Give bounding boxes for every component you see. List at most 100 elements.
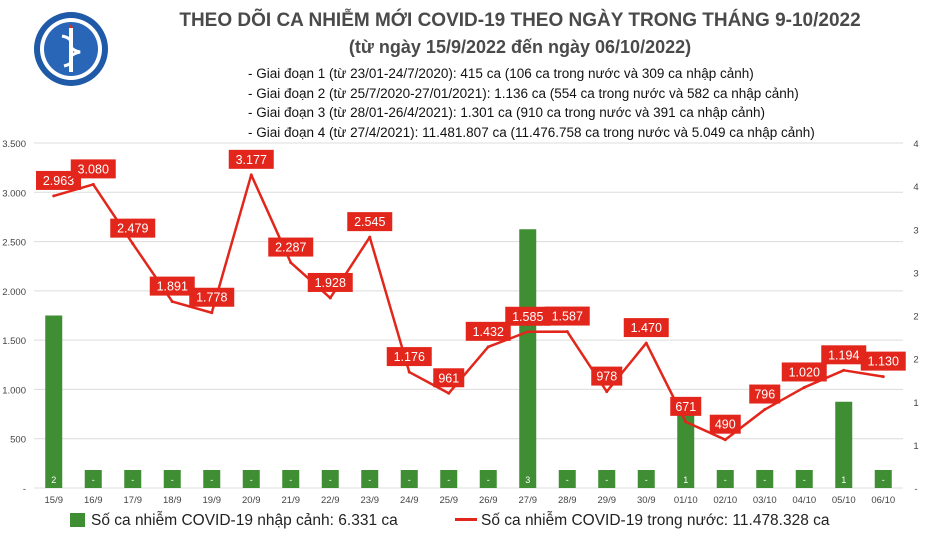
line-label-box: [821, 345, 867, 365]
line-label-box: [228, 149, 274, 169]
legend-line-swatch: [455, 518, 477, 521]
line-point: [170, 300, 174, 304]
line-data-label: 1.130: [868, 355, 899, 369]
line-data-label: 1.432: [473, 325, 504, 339]
bar-data-label: 1: [683, 475, 688, 485]
phase-note: - Giai đoạn 1 (từ 23/01-24/7/2020): 415 …: [248, 66, 754, 81]
x-tick-label: 24/9: [400, 495, 419, 506]
x-tick-label: 25/9: [440, 495, 459, 506]
bar-data-label: -: [882, 475, 885, 485]
line-label-box: [505, 306, 551, 326]
line-label-box: [307, 272, 353, 292]
line-data-label: 1.585: [512, 310, 543, 324]
x-tick-label: 18/9: [163, 495, 182, 506]
line-label-box: [465, 321, 511, 341]
y-right-tick-label: 1: [913, 398, 918, 409]
x-tick-label: 30/9: [637, 495, 656, 506]
line-point: [249, 173, 253, 177]
line-label-box: [623, 318, 669, 338]
bar-data-label: -: [487, 475, 490, 485]
bar-data-label: -: [131, 475, 134, 485]
bar-zero-marker: [598, 470, 616, 488]
bar-zero-marker: [203, 470, 221, 488]
x-tick-label: 28/9: [558, 495, 577, 506]
bar: [519, 229, 537, 488]
bar-zero-marker: [84, 470, 102, 488]
line-point: [881, 375, 885, 379]
x-tick-label: 04/10: [792, 495, 816, 506]
line-series: [53, 173, 884, 441]
y-right-tick-label: 1: [913, 441, 918, 452]
x-tick-label: 20/9: [242, 495, 261, 506]
line-label-box: [386, 347, 432, 367]
line-label-box: [347, 212, 393, 232]
line-point: [52, 194, 56, 198]
y-left-tick-label: 500: [10, 435, 26, 446]
x-tick-label: 27/9: [519, 495, 538, 506]
x-tick-label: 06/10: [871, 495, 895, 506]
legend-bar-label: Số ca nhiễm COVID-19 nhập cảnh: 6.331 ca: [91, 512, 398, 529]
bar-data-label: -: [368, 475, 371, 485]
line-label-box: [189, 287, 235, 307]
y-left-tick-label: 2.000: [2, 287, 26, 298]
phase-notes: - Giai đoạn 1 (từ 23/01-24/7/2020): 415 …: [248, 64, 815, 142]
line-point: [723, 438, 727, 442]
line-point: [486, 345, 490, 349]
chart-subtitle: (từ ngày 15/9/2022 đến ngày 06/10/2022): [348, 37, 692, 57]
line-data-label: 978: [596, 370, 617, 384]
line-data-label: 796: [754, 388, 775, 402]
y-right-tick-label: 4: [913, 139, 918, 150]
line-label-box: [110, 218, 156, 238]
bar-data-label: -: [724, 475, 727, 485]
line-label-box: [433, 368, 465, 388]
legend-bar-entry: Số ca nhiễm COVID-19 nhập cảnh: 6.331 ca: [70, 512, 398, 530]
bar-zero-marker: [163, 470, 181, 488]
bar-data-label: 1: [841, 475, 846, 485]
bar-data-label: -: [605, 475, 608, 485]
bar-zero-marker: [558, 470, 576, 488]
line-label-box: [268, 237, 314, 257]
bar-data-label: -: [408, 475, 411, 485]
x-tick-label: 15/9: [45, 495, 64, 506]
line-label-box: [709, 414, 741, 434]
line-data-label: 1.587: [552, 310, 583, 324]
line-point: [91, 182, 95, 186]
line-point: [407, 370, 411, 374]
line-data-label: 961: [438, 371, 459, 385]
y-left-tick-label: 3.000: [2, 188, 26, 199]
x-tick-label: 01/10: [674, 495, 698, 506]
bar-data-label: -: [171, 475, 174, 485]
phase-note: - Giai đoạn 4 (từ 27/4/2021): 11.481.807…: [248, 124, 815, 140]
line-data-label: 2.479: [117, 222, 148, 236]
bar-data-label: -: [92, 475, 95, 485]
phase-note: - Giai đoạn 3 (từ 28/01-26/4/2021): 1.30…: [248, 105, 766, 120]
line-point: [368, 235, 372, 239]
bar-zero-marker: [479, 470, 497, 488]
bar-data-label: -: [329, 475, 332, 485]
bar-zero-marker: [795, 470, 813, 488]
legend-line-entry: Số ca nhiễm COVID-19 trong nước: 11.478.…: [455, 512, 830, 530]
x-tick-label: 02/10: [713, 495, 737, 506]
bar-data-label: 2: [51, 475, 56, 485]
bar-data-label: -: [763, 475, 766, 485]
y-right-tick-label: 2: [913, 355, 918, 366]
line-label-box: [544, 306, 590, 326]
bar-data-label: -: [250, 475, 253, 485]
line-data-label: 1.020: [789, 365, 820, 379]
line-point: [802, 385, 806, 389]
line-data-label: 2.287: [275, 241, 306, 255]
x-tick-label: 03/10: [753, 495, 777, 506]
line-label-box: [36, 170, 81, 190]
line-label-box: [149, 276, 195, 296]
line-data-label: 1.928: [315, 276, 346, 290]
line-point: [605, 390, 609, 394]
bar-zero-marker: [756, 470, 774, 488]
bar: [835, 401, 853, 488]
y-left-tick-label: 1.000: [2, 385, 26, 396]
line-point: [842, 368, 846, 372]
bar-data-label: -: [803, 475, 806, 485]
bar-data-label: -: [447, 475, 450, 485]
y-left-tick-label: -: [23, 484, 26, 495]
bar-zero-marker: [282, 470, 300, 488]
